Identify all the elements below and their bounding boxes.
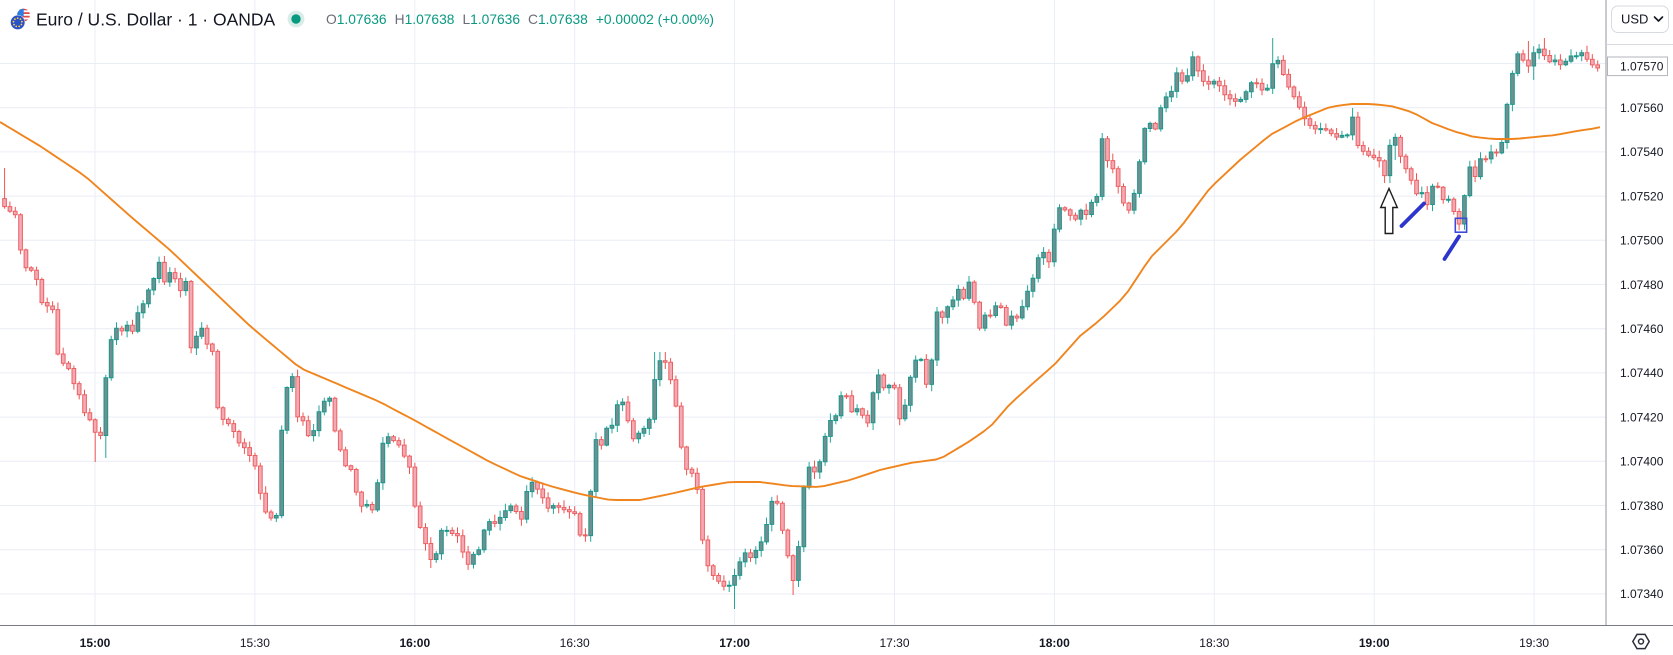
- svg-text:1.07520: 1.07520: [1620, 189, 1664, 203]
- svg-text:1.07380: 1.07380: [1620, 499, 1664, 513]
- svg-text:1.07440: 1.07440: [1620, 366, 1664, 380]
- svg-text:17:30: 17:30: [879, 636, 909, 650]
- svg-text:1.07460: 1.07460: [1620, 322, 1664, 336]
- svg-text:17:00: 17:00: [719, 636, 750, 650]
- svg-text:15:00: 15:00: [80, 636, 111, 650]
- svg-text:15:30: 15:30: [240, 636, 270, 650]
- svg-text:19:00: 19:00: [1359, 636, 1390, 650]
- svg-text:1.07340: 1.07340: [1620, 587, 1664, 601]
- svg-text:1.07480: 1.07480: [1620, 278, 1664, 292]
- svg-text:1.07420: 1.07420: [1620, 410, 1664, 424]
- svg-text:1.07500: 1.07500: [1620, 234, 1664, 248]
- svg-text:1.07400: 1.07400: [1620, 455, 1664, 469]
- svg-text:1.07360: 1.07360: [1620, 543, 1664, 557]
- svg-text:1.07570: 1.07570: [1620, 60, 1664, 74]
- svg-text:USD: USD: [1621, 12, 1648, 27]
- svg-text:18:30: 18:30: [1199, 636, 1229, 650]
- svg-text:16:00: 16:00: [399, 636, 430, 650]
- svg-text:1.07560: 1.07560: [1620, 101, 1664, 115]
- svg-text:16:30: 16:30: [560, 636, 590, 650]
- svg-text:Euro / U.S. Dollar · 1 · OANDA: Euro / U.S. Dollar · 1 · OANDA: [36, 10, 276, 30]
- svg-text:1.07540: 1.07540: [1620, 145, 1664, 159]
- svg-text:19:30: 19:30: [1519, 636, 1549, 650]
- svg-text:18:00: 18:00: [1039, 636, 1070, 650]
